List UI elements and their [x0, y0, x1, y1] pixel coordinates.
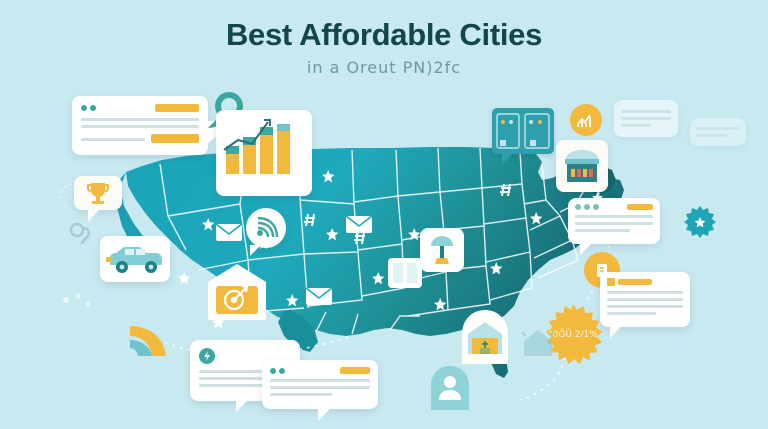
laurel-decoration [56, 178, 96, 217]
text-line [621, 124, 651, 127]
badge-bar [618, 279, 652, 285]
text-line [696, 127, 740, 130]
car-card[interactable] [100, 236, 170, 282]
text-line [621, 117, 671, 120]
trophy-icon [87, 183, 109, 204]
home-pin-card[interactable] [458, 308, 512, 371]
wifi-bubble-card[interactable] [246, 208, 286, 256]
page-title: Best Affordable Cities [225, 17, 543, 52]
faint-card-top-right[interactable] [614, 100, 678, 137]
blue-stat-card[interactable] [492, 108, 554, 164]
status-dot [90, 105, 96, 111]
text-line [696, 134, 727, 137]
text-line [199, 370, 291, 373]
window-card[interactable] [386, 256, 424, 295]
sunburst-badge-text: °0ĜŨ 2/1% [548, 329, 598, 340]
text-line [607, 291, 683, 294]
text-line [199, 384, 266, 387]
text-line [81, 125, 199, 128]
target-icon [223, 284, 249, 311]
badge-bar [627, 204, 653, 210]
header: Best Affordable Cities in a Oreut PN)2fc [0, 17, 768, 78]
text-line [575, 222, 653, 225]
wifi-icon [257, 217, 278, 238]
text-line [270, 379, 370, 382]
car-icon [106, 247, 162, 273]
dot-cluster-decoration [60, 290, 96, 317]
badge-bar [155, 104, 199, 112]
text-line [270, 393, 332, 396]
status-dot [575, 204, 581, 210]
lamp-card[interactable] [420, 228, 464, 272]
text-line [607, 298, 683, 301]
person-pin-card[interactable] [428, 364, 472, 417]
status-dot [81, 105, 87, 111]
lamp-icon [431, 236, 453, 264]
text-line [81, 118, 199, 121]
cta-bar[interactable] [151, 134, 199, 143]
teal-star-badge[interactable] [684, 206, 716, 243]
sunburst-stat-badge[interactable]: °0ĜŨ 2/1% [542, 304, 604, 366]
listing-bubble-card-top-left[interactable] [72, 96, 218, 155]
text-line [81, 138, 145, 141]
text-line [575, 229, 630, 232]
storefront-icon [565, 150, 599, 182]
tag-icon [607, 278, 615, 286]
text-line [607, 312, 656, 315]
note-card-bottom-center[interactable] [262, 360, 378, 421]
house-outline-icon [520, 326, 556, 365]
trophy-bubble-card[interactable] [74, 176, 122, 222]
review-card-northeast[interactable] [568, 198, 660, 255]
text-line [199, 377, 291, 380]
text-line [575, 215, 653, 218]
text-line [607, 305, 683, 308]
text-line [270, 386, 370, 389]
badge-bar [340, 367, 370, 374]
faint-card-right-edge[interactable] [690, 118, 746, 146]
yellow-chart-badge[interactable] [570, 104, 602, 136]
status-dot [270, 367, 276, 374]
text-line [621, 110, 671, 113]
signal-fan-icon [130, 320, 178, 367]
page-subtitle: in a Oreut PN)2fc [306, 58, 462, 78]
storefront-card[interactable] [556, 140, 608, 192]
lightbulb-icon [69, 222, 92, 253]
status-dot [279, 367, 285, 374]
house-target-card[interactable] [206, 262, 268, 327]
status-dot [593, 204, 599, 210]
status-dot [584, 204, 590, 210]
review-card-east[interactable] [600, 272, 690, 338]
bar-chart-card[interactable] [216, 110, 312, 196]
